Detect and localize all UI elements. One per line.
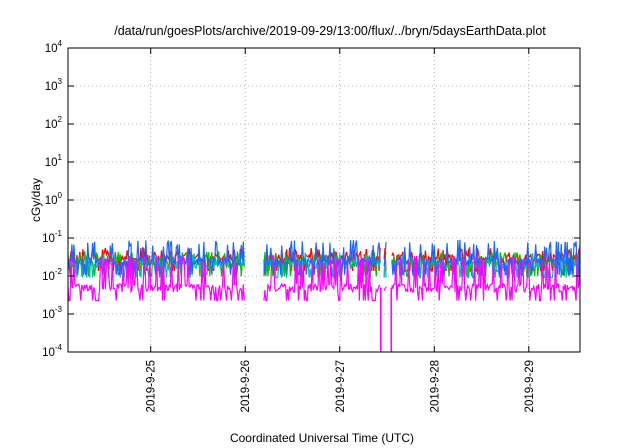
x-tick-label: 2019-9-26 bbox=[240, 360, 252, 412]
y-tick-exponent: -4 bbox=[55, 343, 63, 352]
y-tick-base: 10 bbox=[45, 119, 58, 131]
y-tick-base: 10 bbox=[45, 195, 58, 207]
y-tick-exponent: -1 bbox=[55, 229, 63, 238]
y-tick-label: 10-1 bbox=[42, 229, 62, 245]
y-tick-base: 10 bbox=[42, 309, 55, 321]
y-axis-label: cGy/day bbox=[29, 178, 43, 222]
y-tick-base: 10 bbox=[42, 347, 55, 359]
y-tick-label: 101 bbox=[45, 153, 63, 169]
y-tick-exponent: -3 bbox=[55, 305, 63, 314]
x-tick-label: 2019-9-28 bbox=[429, 360, 441, 412]
y-tick-exponent: -2 bbox=[55, 267, 63, 276]
y-tick-exponent: 4 bbox=[58, 39, 63, 48]
chart-grid bbox=[68, 48, 580, 352]
x-tick-label: 2019-9-25 bbox=[146, 360, 158, 412]
y-tick-base: 10 bbox=[42, 271, 55, 283]
y-tick-base: 10 bbox=[45, 81, 58, 93]
x-axis-label: Coordinated Universal Time (UTC) bbox=[230, 431, 414, 445]
y-tick-exponent: 3 bbox=[58, 77, 63, 86]
y-tick-label: 10-4 bbox=[42, 343, 62, 359]
y-tick-label: 10-2 bbox=[42, 267, 62, 283]
y-tick-base: 10 bbox=[42, 233, 55, 245]
y-tick-label: 100 bbox=[45, 191, 63, 207]
y-tick-exponent: 1 bbox=[58, 153, 63, 162]
x-tick-label: 2019-9-29 bbox=[524, 360, 536, 412]
y-tick-label: 10-3 bbox=[42, 305, 62, 321]
y-tick-base: 10 bbox=[45, 157, 58, 169]
x-axis: 2019-9-25 2019-9-26 2019-9-27 2019-9-28 2019… bbox=[146, 48, 536, 412]
series-line bbox=[67, 255, 581, 302]
chart-series bbox=[67, 239, 581, 352]
x-tick-label: 2019-9-27 bbox=[335, 360, 347, 412]
y-tick-label: 103 bbox=[45, 77, 63, 93]
y-tick-base: 10 bbox=[45, 43, 58, 55]
y-tick-exponent: 0 bbox=[58, 191, 63, 200]
y-tick-label: 104 bbox=[45, 39, 63, 55]
y-tick-label: 102 bbox=[45, 115, 63, 131]
chart-title: /data/run/goesPlots/archive/2019-09-29/1… bbox=[114, 24, 546, 38]
y-tick-exponent: 2 bbox=[58, 115, 63, 124]
